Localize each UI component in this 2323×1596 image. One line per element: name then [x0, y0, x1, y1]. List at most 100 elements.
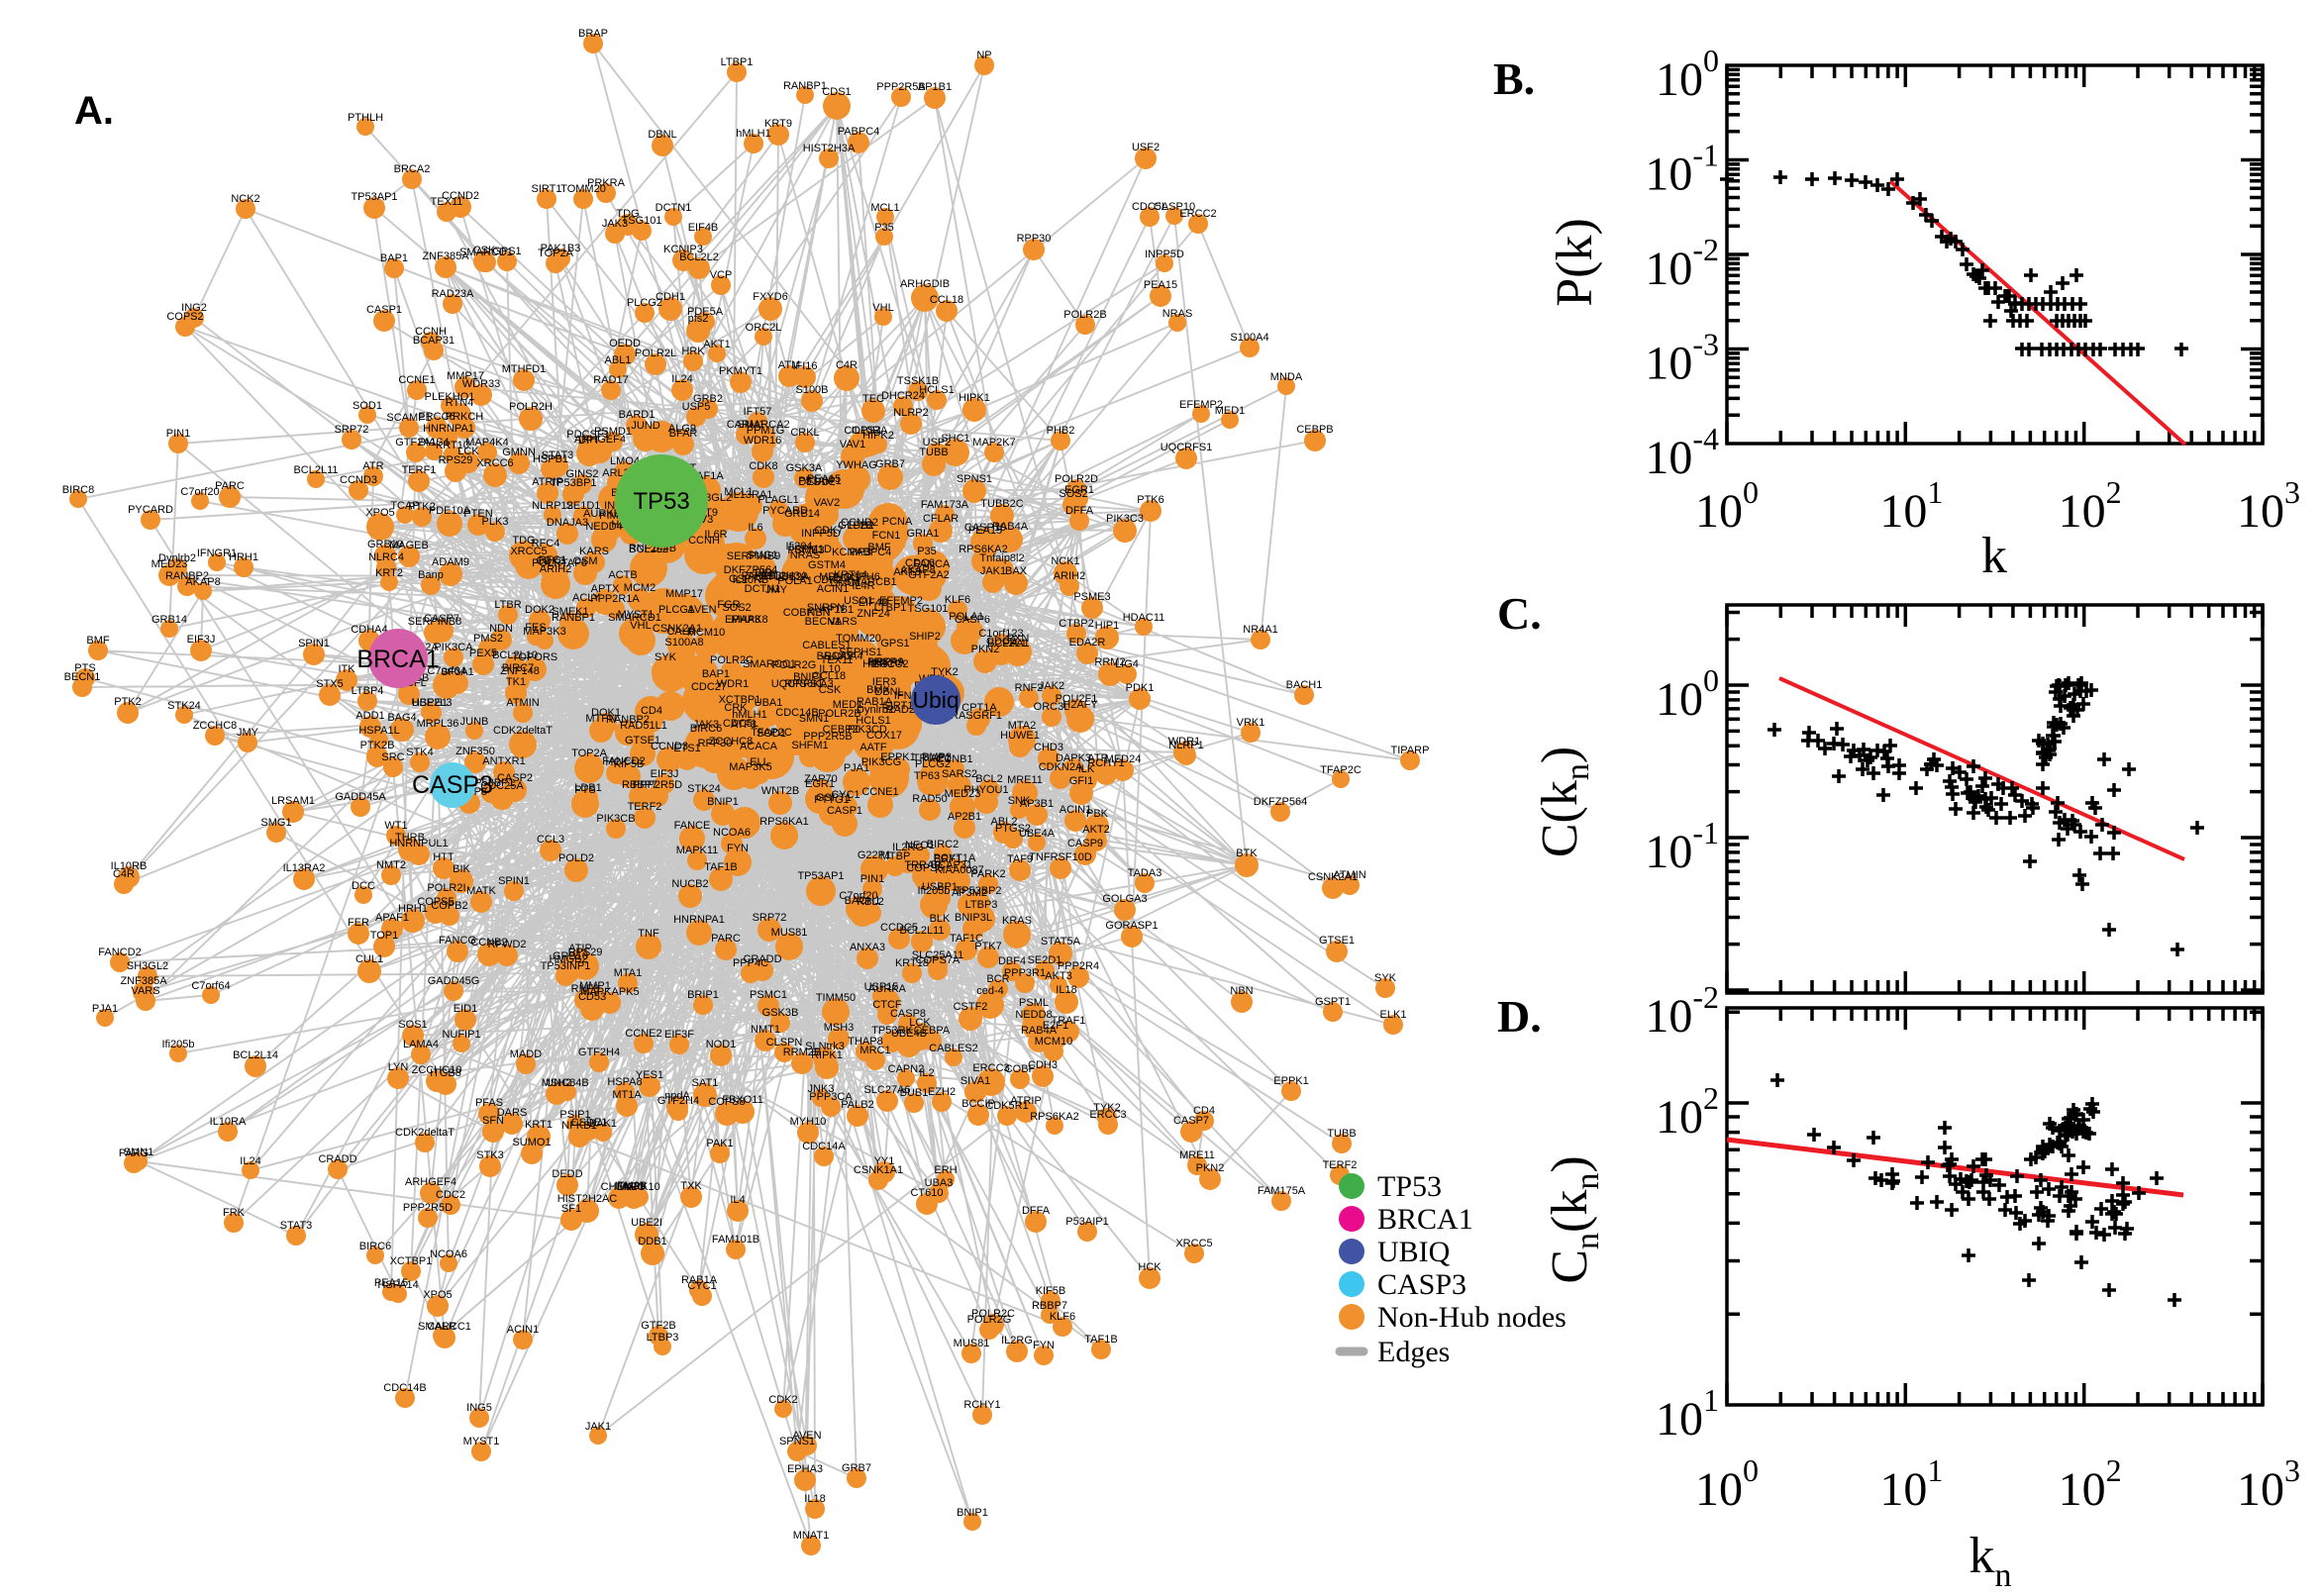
svg-text:TERF2: TERF2: [1323, 1159, 1358, 1171]
svg-text:UBA3: UBA3: [925, 1177, 954, 1189]
svg-text:COBF: COBF: [783, 607, 814, 619]
svg-text:DKFZP564: DKFZP564: [724, 564, 777, 576]
svg-text:NCOA6: NCOA6: [430, 1248, 467, 1260]
svg-text:DMC1: DMC1: [830, 577, 860, 589]
svg-text:NMT2: NMT2: [376, 859, 406, 871]
svg-text:EID1: EID1: [454, 1003, 477, 1015]
svg-text:PEA15: PEA15: [1144, 279, 1177, 291]
svg-text:MAGEB: MAGEB: [389, 540, 429, 551]
svg-text:ARHGEF4: ARHGEF4: [405, 1176, 456, 1188]
svg-text:100: 100: [1656, 662, 1719, 726]
svg-text:S100A4: S100A4: [824, 650, 862, 662]
svg-text:PPP2R5B: PPP2R5B: [876, 81, 926, 93]
svg-text:RPS6KA3: RPS6KA3: [784, 678, 834, 690]
svg-text:CD4: CD4: [641, 705, 662, 717]
svg-text:POLA1: POLA1: [777, 575, 812, 587]
svg-text:FAM175A: FAM175A: [1258, 1185, 1306, 1197]
svg-text:MED24: MED24: [1105, 753, 1142, 765]
svg-text:KRAS: KRAS: [1002, 915, 1032, 927]
svg-text:TYK2: TYK2: [931, 666, 959, 678]
svg-text:CDKN2A: CDKN2A: [1039, 761, 1083, 773]
svg-text:TOPORS: TOPORS: [512, 651, 557, 663]
svg-text:CCNH: CCNH: [688, 535, 720, 547]
svg-text:S100B: S100B: [795, 384, 828, 396]
svg-text:CALR: CALR: [666, 626, 695, 638]
svg-text:VARS: VARS: [828, 616, 857, 628]
svg-text:CRADD: CRADD: [318, 1153, 356, 1165]
svg-text:TOMM20: TOMM20: [560, 183, 606, 195]
svg-text:PAK1B3: PAK1B3: [742, 570, 782, 582]
svg-text:AP2B1: AP2B1: [948, 811, 981, 823]
svg-text:GSPT2: GSPT2: [729, 573, 764, 585]
svg-text:ERCC2: ERCC2: [1179, 208, 1216, 220]
svg-text:TIPARP: TIPARP: [1391, 745, 1430, 756]
svg-text:IL4: IL4: [730, 1194, 745, 1206]
svg-text:VHL: VHL: [630, 620, 651, 632]
svg-text:IL24: IL24: [240, 1155, 260, 1167]
svg-text:MAPK10: MAPK10: [617, 1181, 659, 1193]
svg-text:YES1: YES1: [636, 1069, 663, 1081]
svg-text:NCK2: NCK2: [231, 193, 259, 205]
svg-text:CRK: CRK: [724, 702, 748, 714]
svg-text:GTF2B: GTF2B: [641, 1320, 675, 1332]
svg-text:TFAP2C: TFAP2C: [751, 727, 792, 739]
svg-text:LTBP3: LTBP3: [647, 1332, 679, 1344]
svg-text:BRCA1: BRCA1: [356, 646, 439, 673]
svg-text:BAG4: BAG4: [387, 712, 416, 724]
svg-text:BMP3: BMP3: [922, 751, 952, 763]
svg-text:TRIAP1: TRIAP1: [913, 752, 952, 764]
svg-text:RAD17: RAD17: [593, 374, 628, 386]
svg-text:Ifi205b: Ifi205b: [161, 1039, 194, 1050]
svg-text:TNFRSF10D: TNFRSF10D: [1029, 851, 1092, 863]
svg-text:NOD1: NOD1: [706, 1039, 737, 1050]
svg-text:RPS6KA1: RPS6KA1: [759, 816, 809, 828]
svg-text:POLR2D: POLR2D: [1055, 473, 1098, 485]
svg-text:PPP2R5D: PPP2R5D: [633, 779, 682, 791]
svg-text:PHB2: PHB2: [1047, 425, 1075, 437]
svg-text:ARHGDIB: ARHGDIB: [900, 278, 950, 290]
svg-text:CSDE1: CSDE1: [571, 1117, 608, 1129]
svg-text:ADAM9: ADAM9: [432, 556, 469, 568]
svg-text:GTF2A2: GTF2A2: [908, 569, 950, 581]
svg-text:TP63: TP63: [914, 770, 940, 782]
svg-text:CT610: CT610: [910, 1187, 943, 1199]
svg-text:10-1: 10-1: [1645, 138, 1719, 201]
svg-text:AURKA: AURKA: [868, 983, 907, 995]
svg-text:TAF9: TAF9: [1007, 853, 1033, 865]
svg-text:CDHA4: CDHA4: [351, 624, 387, 636]
svg-text:P53AIP1: P53AIP1: [1065, 1216, 1108, 1228]
svg-text:MRPL36: MRPL36: [417, 718, 459, 730]
svg-text:BID: BID: [755, 567, 772, 579]
svg-text:ZNF148: ZNF148: [500, 665, 540, 677]
svg-text:ETS1: ETS1: [673, 743, 701, 754]
svg-text:SRP72: SRP72: [335, 424, 369, 436]
svg-text:TAF1B: TAF1B: [704, 861, 737, 873]
svg-text:EGR1: EGR1: [805, 778, 835, 790]
svg-text:CDH1: CDH1: [656, 291, 685, 303]
svg-text:INPP5D: INPP5D: [1145, 249, 1184, 260]
svg-text:PTK6: PTK6: [1137, 494, 1164, 506]
svg-text:CSNK1A1: CSNK1A1: [854, 1164, 903, 1176]
svg-text:JAK2: JAK2: [1039, 680, 1064, 692]
svg-text:MAPK11: MAPK11: [676, 845, 719, 856]
svg-text:CABLES2: CABLES2: [929, 1043, 978, 1054]
svg-text:CCL3: CCL3: [537, 834, 564, 846]
svg-text:CDK8: CDK8: [749, 460, 777, 472]
svg-text:DBF4: DBF4: [998, 955, 1026, 967]
svg-text:SMN1: SMN1: [124, 1147, 154, 1158]
svg-text:ELK1: ELK1: [834, 572, 860, 584]
svg-text:LDB1: LDB1: [574, 782, 602, 794]
svg-text:CCNB1: CCNB1: [936, 753, 972, 765]
svg-text:ATR: ATR: [1087, 752, 1108, 764]
svg-text:XRCC6: XRCC6: [476, 457, 513, 469]
svg-text:BECN1: BECN1: [805, 616, 842, 628]
svg-text:FANCD2: FANCD2: [602, 755, 645, 767]
svg-text:LTBP1: LTBP1: [721, 56, 754, 68]
svg-text:GSK3B: GSK3B: [762, 1007, 799, 1019]
svg-text:H2AFY: H2AFY: [1062, 699, 1098, 711]
svg-text:IL6: IL6: [748, 522, 762, 534]
svg-text:TP53: TP53: [633, 488, 689, 515]
svg-text:RRM2: RRM2: [1094, 656, 1125, 668]
svg-text:TNF: TNF: [638, 928, 659, 940]
svg-text:MTA1: MTA1: [614, 967, 643, 979]
